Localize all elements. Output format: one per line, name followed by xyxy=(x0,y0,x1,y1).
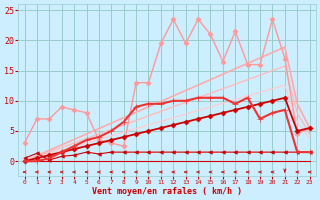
X-axis label: Vent moyen/en rafales ( km/h ): Vent moyen/en rafales ( km/h ) xyxy=(92,187,242,196)
